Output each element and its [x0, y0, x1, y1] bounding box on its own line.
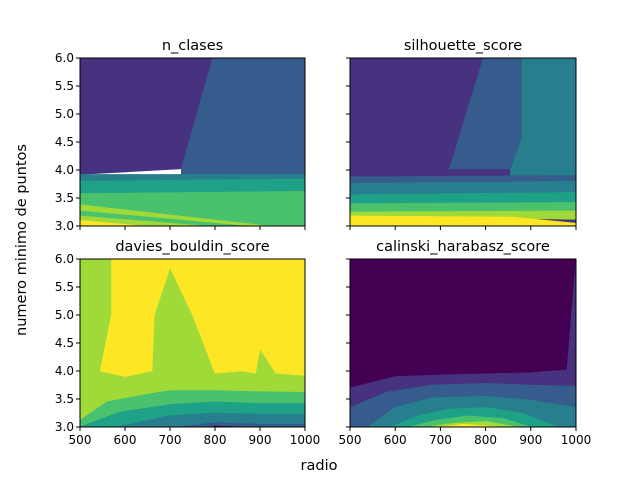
x-tick-label: 1000: [290, 433, 321, 447]
x-axis-label: radio: [301, 458, 338, 474]
x-tick-label: 800: [204, 433, 227, 447]
axis-ticks-calinski-harabasz-score: 500 600 700 800 900 1000: [339, 258, 592, 447]
y-tick-label: 5.0: [55, 308, 74, 322]
y-tick-label: 4.0: [55, 163, 74, 177]
contour-region-4: [80, 190, 305, 226]
panel-n-clases: 3.0 3.5 4.0 4.5 5.0 5.5 6.0 n_clases: [55, 38, 306, 233]
contour-region-5: [178, 422, 305, 427]
contour-regions-silhouette-score: [350, 58, 576, 226]
x-tick-label: 600: [384, 433, 407, 447]
x-tick-label: 500: [339, 433, 362, 447]
contour-region-4: [350, 180, 576, 195]
panel-title-davies-bouldin-score: davies_bouldin_score: [115, 239, 269, 255]
contour-regions-calinski-harabasz-score: [350, 259, 576, 427]
x-tick-label: 600: [114, 433, 137, 447]
panel-title-calinski-harabasz-score: calinski_harabasz_score: [376, 239, 550, 255]
y-axis-label: numero minimo de puntos: [14, 144, 30, 336]
contour-region-8: [80, 220, 144, 226]
panel-title-silhouette-score: silhouette_score: [404, 38, 522, 54]
panel-silhouette-score: silhouette_score: [346, 38, 577, 230]
axis-ticks-davies-bouldin-score: 3.0 3.5 4.0 4.5 5.0 5.5 6.0 500 600 700 800 900 1000: [55, 252, 320, 447]
axis-ticks-n-clases: 3.0 3.5 4.0 4.5 5.0 5.5 6.0: [55, 51, 306, 233]
y-tick-label: 6.0: [55, 252, 74, 266]
contour-region-1: [99, 259, 305, 377]
contour-region-6: [350, 202, 576, 213]
y-tick-label: 6.0: [55, 51, 74, 65]
contour-region-8: [350, 215, 576, 226]
contour-regions-n-clases: [80, 58, 305, 226]
x-tick-label: 800: [474, 433, 497, 447]
y-tick-label: 5.5: [55, 280, 74, 294]
contour-region-7: [440, 423, 504, 427]
axis-ticks-silhouette-score: [346, 57, 577, 230]
contour-regions-davies-bouldin-score: [80, 259, 305, 427]
y-tick-label: 3.5: [55, 392, 74, 406]
y-tick-label: 4.5: [55, 135, 74, 149]
y-tick-label: 4.5: [55, 336, 74, 350]
contour-region-3: [80, 178, 305, 194]
contour-region-7: [350, 210, 576, 220]
y-tick-label: 3.5: [55, 191, 74, 205]
y-tick-label: 5.0: [55, 107, 74, 121]
y-tick-label: 4.0: [55, 364, 74, 378]
x-tick-label: 1000: [561, 433, 592, 447]
y-tick-label: 5.5: [55, 79, 74, 93]
panel-davies-bouldin-score: 3.0 3.5 4.0 4.5 5.0 5.5 6.0 500 600 700 800 900 1000…: [55, 239, 320, 447]
x-tick-label: 500: [69, 433, 92, 447]
contour-region-4: [115, 412, 305, 427]
x-tick-label: 900: [519, 433, 542, 447]
panel-title-n-clases: n_clases: [162, 38, 223, 54]
panel-calinski-harabasz-score: 500 600 700 800 900 1000 calinski_harabasz_sc…: [339, 239, 592, 447]
y-tick-label: 3.0: [55, 219, 74, 233]
contour-region-5: [350, 192, 576, 204]
x-tick-label: 900: [249, 433, 272, 447]
y-tick-label: 3.0: [55, 420, 74, 434]
x-tick-label: 700: [429, 433, 452, 447]
x-tick-label: 700: [159, 433, 182, 447]
contour-region-2: [449, 58, 523, 170]
